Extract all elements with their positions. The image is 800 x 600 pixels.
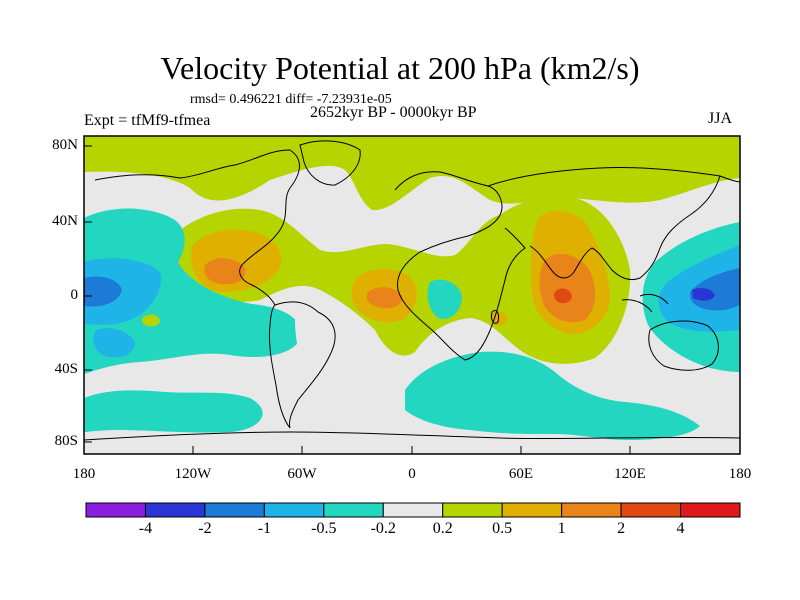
indonesia-coast	[621, 293, 669, 313]
map-title: Velocity Potential at 200 hPa (km2/s)	[160, 50, 640, 86]
colorbar-label: 4	[676, 520, 685, 537]
lon-label: 60E	[508, 466, 534, 482]
lat-label: 80S	[54, 433, 78, 449]
colorbar-swatch	[144, 502, 206, 518]
colorbar-swatch	[204, 502, 265, 518]
field-negative-southern-ocean	[405, 351, 700, 440]
field-negative-pacific-west	[84, 208, 301, 374]
field-negative4-pacific-east	[692, 287, 715, 301]
lat-label: 40N	[52, 213, 78, 229]
north-america-coast	[94, 149, 300, 306]
colorbar-swatch	[620, 502, 682, 518]
lat-label: 0	[70, 287, 79, 303]
field-negative-south-atlantic	[427, 279, 462, 319]
contour-fields	[84, 136, 740, 454]
colorbar-swatch	[263, 502, 325, 518]
south-america-coast	[269, 301, 336, 429]
lon-label: 180	[72, 466, 96, 482]
colorbar-swatch	[501, 502, 563, 518]
lon-label: 60W	[287, 466, 317, 482]
colorbar-swatch	[85, 502, 146, 518]
field-peak-indian	[554, 288, 572, 304]
field-positive-pacific-small	[142, 314, 160, 327]
colorbar	[85, 502, 741, 518]
lon-label: 0	[408, 466, 416, 482]
antarctica-coast	[84, 431, 740, 441]
field-strong-atlantic	[366, 287, 403, 309]
lon-label: 120E	[614, 466, 646, 482]
field-negative3-pacific-west	[84, 276, 122, 307]
lat-label: 40S	[54, 361, 78, 377]
axis-ticks	[83, 145, 741, 454]
colorbar-label: -2	[198, 520, 212, 537]
colorbar-label: -4	[138, 520, 153, 537]
field-strong-indian	[539, 253, 596, 323]
colorbar-label: -1	[257, 520, 272, 537]
colorbar-label: 1	[557, 520, 566, 537]
colorbar-label: 2	[617, 520, 626, 537]
stats-text: rmsd= 0.496221 diff= -7.23931e-05	[190, 92, 392, 107]
field-negative2-pacific-west-south	[93, 328, 135, 358]
greenland-coast	[299, 140, 361, 186]
colorbar-label: 0.5	[492, 520, 513, 537]
colorbar-swatch	[442, 502, 503, 518]
coastlines	[84, 140, 740, 441]
madagascar-coast	[491, 309, 499, 324]
asia-coast	[487, 166, 740, 281]
colorbar-label: -0.2	[370, 520, 396, 537]
period-label: 2652kyr BP - 0000kyr BP	[310, 104, 477, 121]
experiment-label: Expt = tfMf9-tfmea	[84, 112, 211, 129]
colorbar-swatch	[561, 502, 622, 518]
field-positive-north	[84, 136, 740, 211]
lat-label: 80N	[52, 137, 78, 153]
season-label: JJA	[708, 110, 733, 127]
colorbar-label: 0.2	[432, 520, 453, 537]
field-negative2-pacific-west	[84, 258, 161, 325]
lon-label: 180	[728, 466, 752, 482]
field-negative-south-pacific	[84, 390, 263, 433]
colorbar-swatch	[323, 502, 384, 518]
lon-label: 120W	[174, 466, 212, 482]
australia-coast	[648, 320, 719, 371]
field-strong-mid-america	[204, 258, 246, 285]
colorbar-swatch	[382, 502, 444, 518]
colorbar-swatch	[680, 502, 741, 518]
colorbar-label: -0.5	[311, 520, 337, 537]
